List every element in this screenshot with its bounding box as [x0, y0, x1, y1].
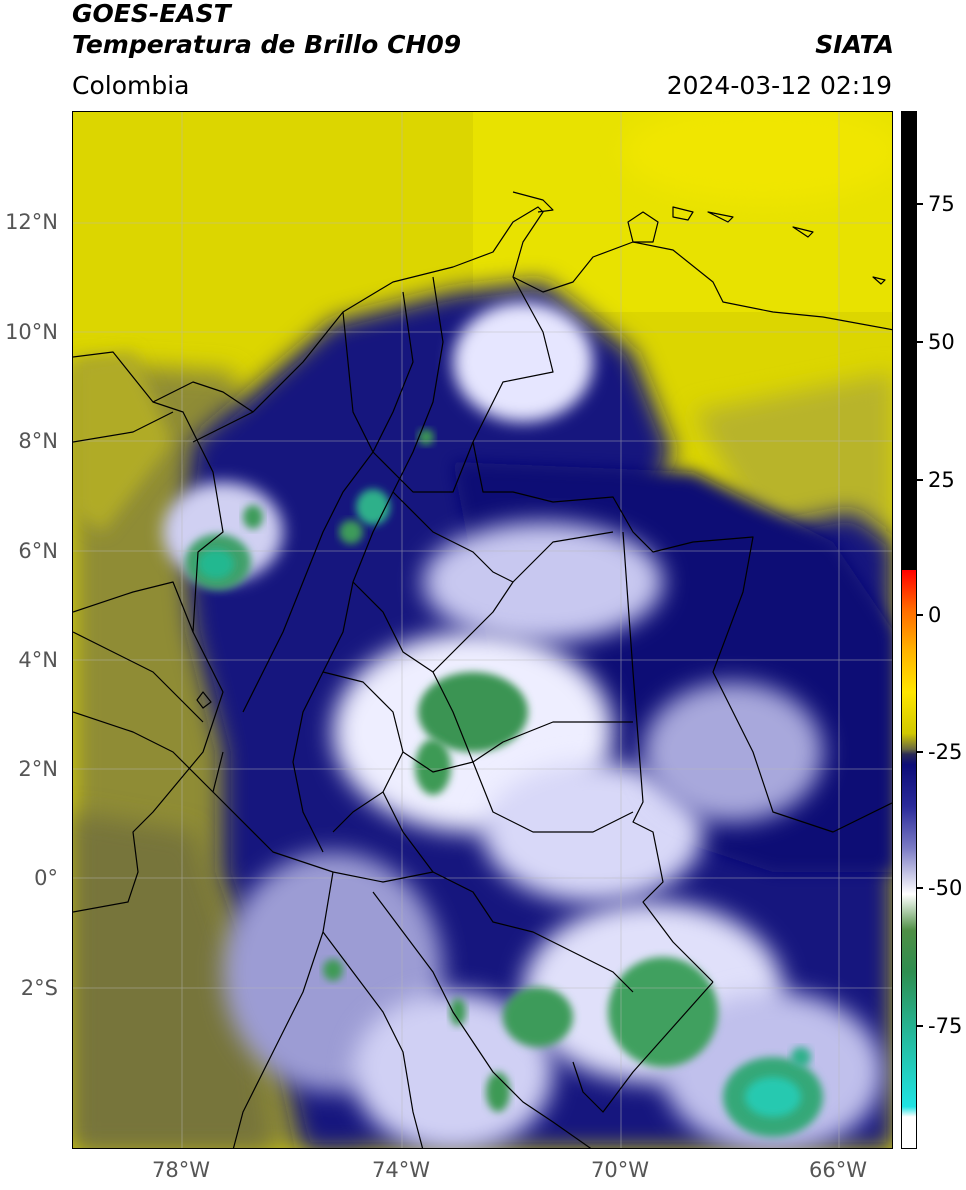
lon-label-66w: 66°W: [809, 1158, 867, 1182]
lon-label-78w: 78°W: [152, 1158, 210, 1182]
colorbar-label-neg25: -25: [928, 740, 963, 764]
lon-label-74w: 74°W: [372, 1158, 430, 1182]
colorbar-tick: [917, 614, 923, 616]
satellite-map[interactable]: [72, 111, 893, 1149]
satellite-title: GOES-EAST: [72, 0, 231, 28]
lat-label-10n: 10°N: [5, 320, 58, 344]
colorbar-label-0: 0: [928, 603, 942, 627]
lat-label-2s: 2°S: [20, 976, 58, 1000]
lat-label-6n: 6°N: [18, 539, 58, 563]
lat-label-0: 0°: [34, 866, 58, 890]
colorbar-tick: [917, 887, 923, 889]
colorbar-tick: [917, 479, 923, 481]
timestamp-label: 2024-03-12 02:19: [666, 71, 892, 100]
lat-label-12n: 12°N: [5, 210, 58, 234]
colorbar-tick: [917, 751, 923, 753]
brightness-temperature-field: [73, 112, 892, 1148]
product-title: Temperatura de Brillo CH09: [72, 30, 462, 59]
temperature-colorbar: [901, 111, 917, 1149]
colorbar-label-neg75: -75: [928, 1014, 963, 1038]
region-label: Colombia: [72, 71, 190, 100]
colorbar-label-neg50: -50: [928, 876, 963, 900]
organization-label: SIATA: [815, 30, 894, 59]
colorbar-tick: [917, 1025, 923, 1027]
lon-label-70w: 70°W: [591, 1158, 649, 1182]
colorbar-tick: [917, 203, 923, 205]
lat-label-8n: 8°N: [18, 429, 58, 453]
lat-label-2n: 2°N: [18, 757, 58, 781]
colorbar-tick: [917, 341, 923, 343]
colorbar-label-50: 50: [928, 330, 955, 354]
colorbar-label-25: 25: [928, 468, 955, 492]
colorbar-label-75: 75: [928, 192, 955, 216]
lat-label-4n: 4°N: [18, 648, 58, 672]
